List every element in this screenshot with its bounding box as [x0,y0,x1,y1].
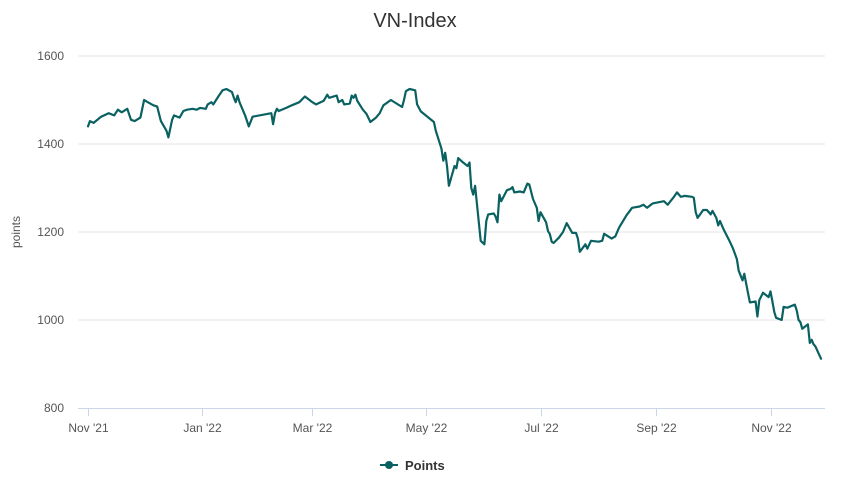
x-tick-label: Sep '22 [636,421,677,435]
gridlines [78,55,825,321]
y-axis-ticks: 800 1000 1200 1400 1600 [37,49,64,415]
series-layer [86,87,823,360]
legend-circle-marker [385,461,393,469]
y-tick-label: 1600 [37,49,64,63]
x-tick-label: Jan '22 [183,421,222,435]
legend-label-points[interactable]: Points [405,458,445,473]
legend[interactable]: Points [380,458,445,473]
y-tick-label: 800 [44,401,64,415]
series-line-points[interactable] [86,87,823,360]
x-tick-label: May '22 [406,421,448,435]
y-tick-label: 1200 [37,225,64,239]
y-tick-label: 1400 [37,137,64,151]
y-axis-label: points [9,216,23,248]
x-tick-label: Jul '22 [524,421,559,435]
x-tick-label: Mar '22 [293,421,333,435]
chart-title: VN-Index [373,10,456,32]
x-tick-label: Nov '21 [68,421,109,435]
x-axis-ticks: Nov '21 Jan '22 Mar '22 May '22 Jul '22 Sep '… [68,408,792,435]
y-tick-label: 1000 [37,313,64,327]
x-tick-label: Nov '22 [751,421,792,435]
